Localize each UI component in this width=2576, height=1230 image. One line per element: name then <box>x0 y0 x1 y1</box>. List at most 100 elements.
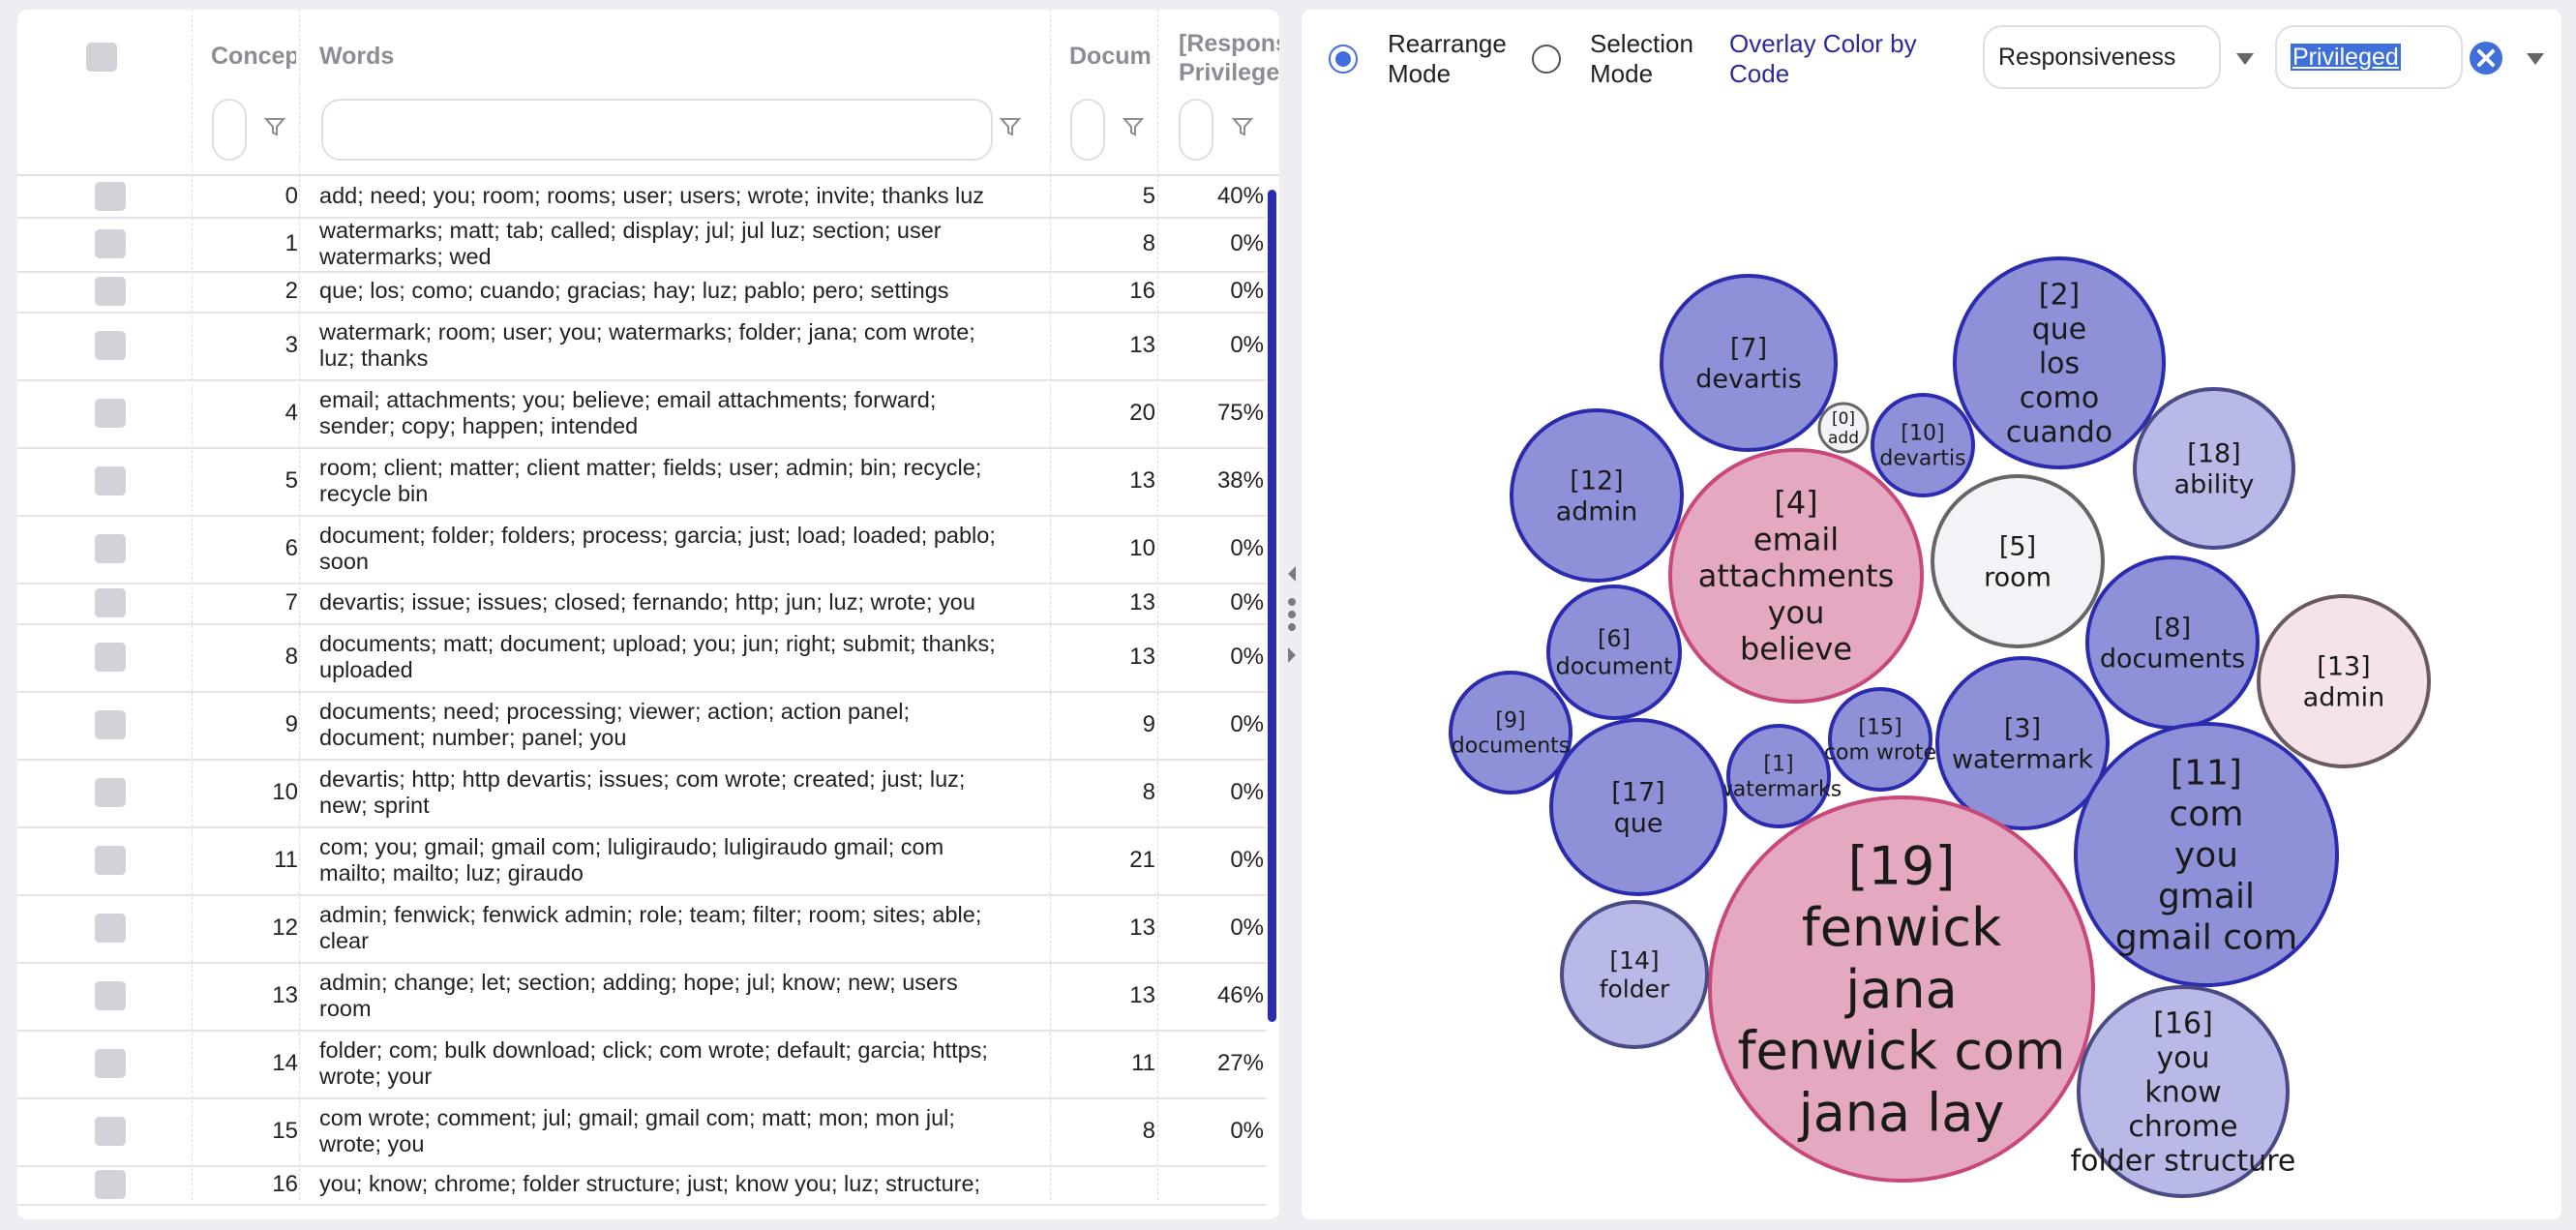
words-filter-icon[interactable] <box>1000 116 1021 137</box>
overlay-color-by-code-link[interactable]: Overlay Color by Code <box>1729 29 1917 89</box>
concept-bubble[interactable]: [10]devartis <box>1871 393 1975 497</box>
concept-filter-input[interactable] <box>212 99 247 161</box>
row-checkbox[interactable] <box>95 846 126 875</box>
concept-bubble-circle[interactable] <box>2074 722 2339 987</box>
concept-bubble-chart[interactable]: [7]devartis[0]add [10]devartis[2]quelosco… <box>1302 10 2561 1219</box>
selection-mode-label[interactable]: Selection Mode <box>1590 29 1693 89</box>
row-checkbox[interactable] <box>95 778 126 807</box>
row-checkbox[interactable] <box>95 277 126 306</box>
table-row[interactable]: 12 admin; fenwick; fenwick admin; role; t… <box>17 894 1266 964</box>
concept-bubble-circle[interactable] <box>1546 585 1682 720</box>
concept-bubble-circle[interactable] <box>1828 687 1932 792</box>
concept-bubble[interactable]: [9]documents <box>1449 671 1573 795</box>
row-checkbox[interactable] <box>95 914 126 943</box>
concept-bubble-circle[interactable] <box>1726 724 1831 828</box>
overlay-field-chevron-down-icon[interactable] <box>2235 52 2255 66</box>
table-row[interactable]: 0 add; need; you; room; rooms; user; user… <box>17 176 1266 219</box>
concept-bubble-circle[interactable] <box>2257 594 2431 768</box>
row-checkbox[interactable] <box>95 399 126 428</box>
clear-selection-close-icon[interactable] <box>2469 41 2503 75</box>
selection-mode-radio[interactable] <box>1532 45 1561 74</box>
documents-filter-icon[interactable] <box>1123 116 1144 137</box>
privileged-filter-input[interactable] <box>1179 99 1213 161</box>
table-row[interactable]: 8 documents; matt; document; upload; you;… <box>17 623 1266 693</box>
concept-bubble-circle[interactable] <box>1449 671 1573 795</box>
table-row[interactable]: 5 room; client; matter; client matter; fi… <box>17 447 1266 517</box>
row-checkbox[interactable] <box>95 182 126 211</box>
header-documents[interactable]: Documents <box>1069 43 1153 70</box>
concept-filter-icon[interactable] <box>264 116 285 137</box>
table-row[interactable]: 7 devartis; issue; issues; closed; fernan… <box>17 583 1266 625</box>
concept-bubble-circle[interactable] <box>1935 656 2110 830</box>
row-checkbox[interactable] <box>95 981 126 1010</box>
overlay-value-select[interactable]: Privileged <box>2275 25 2463 89</box>
words-filter-input[interactable] <box>321 99 993 161</box>
document-count: 10 <box>1129 535 1155 561</box>
concept-bubble[interactable]: [14]folder <box>1560 900 1709 1049</box>
concept-bubble-circle[interactable] <box>1668 448 1924 704</box>
table-scrollbar[interactable] <box>1268 190 1276 1022</box>
row-checkbox[interactable] <box>95 588 126 617</box>
concept-bubble[interactable]: [0]add <box>1817 402 1870 454</box>
table-row[interactable]: 9 documents; need; processing; viewer; ac… <box>17 691 1266 761</box>
row-checkbox[interactable] <box>95 1117 126 1146</box>
table-row[interactable]: 10 devartis; http; http devartis; issues;… <box>17 759 1266 828</box>
overlay-value-chevron-down-icon[interactable] <box>2526 52 2545 66</box>
concept-bubble-circle[interactable] <box>1931 474 2105 648</box>
concept-bubble[interactable]: [15]com wrote <box>1824 687 1936 792</box>
table-row[interactable]: 4 email; attachments; you; believe; email… <box>17 379 1266 449</box>
table-row[interactable]: 16 you; know; chrome; folder structure; j… <box>17 1165 1266 1206</box>
concept-bubble-circle[interactable] <box>2133 387 2295 550</box>
concept-bubble[interactable]: [7]devartis <box>1660 274 1838 452</box>
select-all-checkbox[interactable] <box>86 43 117 72</box>
concept-bubble-circle[interactable] <box>2077 985 2290 1198</box>
row-checkbox[interactable] <box>95 534 126 563</box>
header-concept[interactable]: Concept <box>211 43 296 70</box>
table-row[interactable]: 15 com wrote; comment; jul; gmail; gmail … <box>17 1097 1266 1167</box>
row-checkbox[interactable] <box>95 1049 126 1078</box>
concept-bubble-circle[interactable] <box>1817 402 1870 454</box>
concept-bubble[interactable]: [8]documents <box>2085 555 2260 730</box>
concept-bubble[interactable]: [1]watermarks <box>1716 724 1842 828</box>
concept-bubble-circle[interactable] <box>1871 393 1975 497</box>
row-checkbox[interactable] <box>95 331 126 360</box>
row-checkbox[interactable] <box>95 1170 126 1199</box>
concept-bubble-circle[interactable] <box>1510 408 1684 583</box>
table-row[interactable]: 3 watermark; room; user; you; watermarks;… <box>17 312 1266 381</box>
privileged-filter-icon[interactable] <box>1232 116 1253 137</box>
concept-bubble-circle[interactable] <box>1953 256 2166 469</box>
row-checkbox[interactable] <box>95 643 126 672</box>
concept-bubble-circle[interactable] <box>1660 274 1838 452</box>
concept-bubble-circle[interactable] <box>1549 718 1727 896</box>
row-checkbox[interactable] <box>95 710 126 739</box>
concept-bubble-circle[interactable] <box>1560 900 1709 1049</box>
concept-bubble[interactable]: [5]room <box>1931 474 2105 648</box>
concept-bubble[interactable]: [18]ability <box>2133 387 2295 550</box>
concept-bubble[interactable]: [13]admin <box>2257 594 2431 768</box>
table-row[interactable]: 1 watermarks; matt; tab; called; display;… <box>17 217 1266 273</box>
panel-splitter-handle[interactable] <box>1284 556 1300 673</box>
documents-filter-input[interactable] <box>1070 99 1105 161</box>
concept-bubble[interactable]: [3]watermark <box>1935 656 2110 830</box>
rearrange-mode-radio[interactable] <box>1329 45 1358 74</box>
concept-bubble[interactable]: [6]document <box>1546 585 1682 720</box>
table-row[interactable]: 6 document; folder; folders; process; gar… <box>17 515 1266 585</box>
row-checkbox[interactable] <box>95 466 126 495</box>
row-checkbox[interactable] <box>95 229 126 258</box>
table-row[interactable]: 2 que; los; como; cuando; gracias; hay; l… <box>17 271 1266 314</box>
table-row[interactable]: 11 com; you; gmail; gmail com; luligiraud… <box>17 826 1266 896</box>
concept-bubble-circle[interactable] <box>1708 795 2095 1183</box>
table-row[interactable]: 13 admin; change; let; section; adding; h… <box>17 962 1266 1032</box>
table-row[interactable]: 14 folder; com; bulk download; click; com… <box>17 1030 1266 1099</box>
overlay-field-select[interactable]: Responsiveness <box>1983 25 2221 89</box>
header-responsiveness-privileged[interactable]: [Responsiveness] Privileged <box>1179 29 1279 87</box>
rearrange-mode-label[interactable]: Rearrange Mode <box>1388 29 1507 89</box>
concept-bubble[interactable]: [12]admin <box>1510 408 1684 583</box>
concept-bubble[interactable]: [17]que <box>1549 718 1727 896</box>
header-words[interactable]: Words <box>319 43 395 70</box>
